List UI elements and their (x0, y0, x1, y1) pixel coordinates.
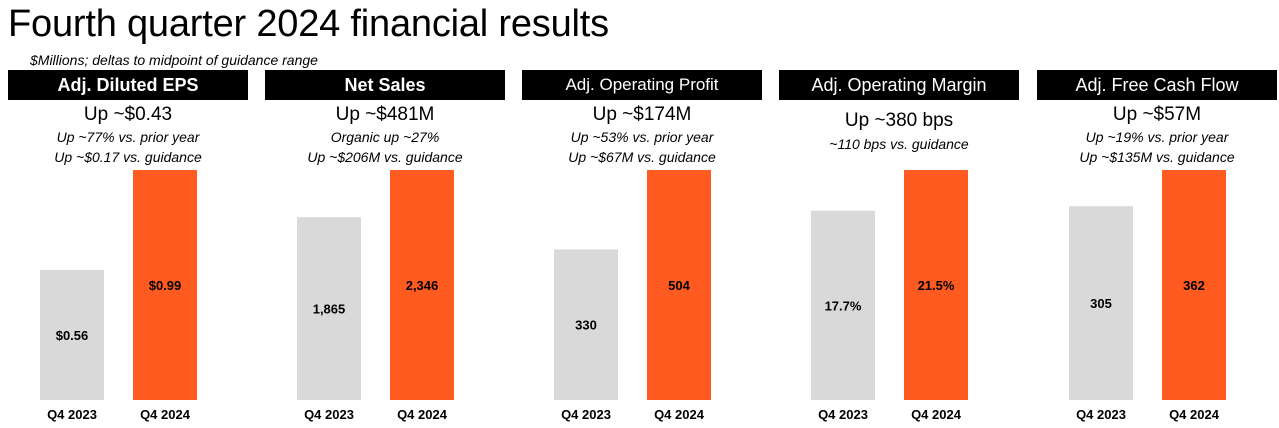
panel-adj-operating-profit: Adj. Operating Profit Up ~$174M Up ~53% … (522, 70, 762, 428)
panel-headline: Up ~$174M (592, 104, 692, 125)
panel-note: Up ~53% vs. prior year (570, 129, 714, 145)
category-label: Q4 2024 (140, 407, 191, 422)
bar-q4-2024 (904, 170, 968, 400)
category-label: Q4 2024 (397, 407, 448, 422)
panel-note: Up ~19% vs. prior year (1085, 129, 1229, 145)
category-label: Q4 2023 (561, 407, 611, 422)
category-label: Q4 2023 (818, 407, 868, 422)
bar-chart-free-cash-flow: 305 Q4 2023 362 Q4 2024 (1069, 170, 1226, 422)
panel-note: Up ~$206M vs. guidance (307, 149, 463, 165)
panel-headline: Up ~$57M (1112, 104, 1202, 125)
bar-value-label: 305 (1090, 296, 1112, 311)
panel-note: Up ~$135M vs. guidance (1079, 149, 1235, 165)
panel-net-sales: Net Sales Up ~$481M Organic up ~27% Up ~… (265, 70, 505, 428)
panel-headline: Up ~$0.43 (83, 104, 173, 125)
bar-q4-2024 (647, 170, 711, 400)
bar-chart-operating-profit: 330 Q4 2023 504 Q4 2024 (554, 170, 711, 422)
panel-adj-free-cash-flow: Adj. Free Cash Flow Up ~$57M Up ~19% vs.… (1037, 70, 1277, 428)
bar-q4-2023 (40, 269, 104, 400)
page-title: Fourth quarter 2024 financial results (8, 3, 609, 45)
bar-value-label: 2,346 (406, 278, 439, 293)
bar-q4-2023 (297, 217, 361, 400)
bar-q4-2024 (1162, 170, 1226, 400)
category-label: Q4 2024 (1169, 407, 1220, 422)
category-label: Q4 2023 (1076, 407, 1126, 422)
bar-chart-eps: $0.56 Q4 2023 $0.99 Q4 2024 (40, 170, 197, 422)
category-label: Q4 2023 (47, 407, 97, 422)
panel-headline: Up ~380 bps (844, 110, 954, 131)
bar-q4-2023 (811, 210, 875, 400)
panel-note: Organic up ~27% (330, 129, 440, 145)
panel-adj-operating-margin: Adj. Operating Margin Up ~380 bps ~110 b… (779, 70, 1019, 428)
panel-adj-diluted-eps: Adj. Diluted EPS Up ~$0.43 Up ~77% vs. p… (8, 70, 248, 428)
panel-note: Up ~77% vs. prior year (56, 129, 200, 145)
bar-chart-net-sales: 1,865 Q4 2023 2,346 Q4 2024 (297, 170, 454, 422)
bar-q4-2024 (390, 170, 454, 400)
page-subtitle: $Millions; deltas to midpoint of guidanc… (30, 52, 318, 68)
bar-value-label: $0.99 (149, 278, 182, 293)
bar-q4-2023 (554, 249, 618, 400)
bar-value-label: 17.7% (825, 298, 862, 313)
bar-value-label: 21.5% (918, 278, 955, 293)
panel-headline: Up ~$481M (335, 104, 435, 125)
bar-q4-2024 (133, 170, 197, 400)
panel-note: ~110 bps vs. guidance (829, 136, 969, 152)
bar-value-label: 1,865 (313, 302, 346, 317)
bar-value-label: 362 (1183, 278, 1205, 293)
panel-header: Adj. Free Cash Flow (1037, 70, 1277, 100)
bar-value-label: 330 (575, 318, 597, 333)
bar-chart-operating-margin: 17.7% Q4 2023 21.5% Q4 2024 (811, 170, 968, 422)
panel-header: Adj. Operating Margin (779, 70, 1019, 100)
panel-note: Up ~$0.17 vs. guidance (54, 149, 202, 165)
panel-note: Up ~$67M vs. guidance (568, 149, 716, 165)
category-label: Q4 2023 (304, 407, 354, 422)
panel-header: Net Sales (265, 70, 505, 100)
category-label: Q4 2024 (911, 407, 962, 422)
bar-value-label: 504 (668, 278, 690, 293)
bar-q4-2023 (1069, 206, 1133, 400)
bar-value-label: $0.56 (56, 328, 89, 343)
panel-header: Adj. Operating Profit (522, 70, 762, 100)
panel-header: Adj. Diluted EPS (8, 70, 248, 100)
category-label: Q4 2024 (654, 407, 705, 422)
